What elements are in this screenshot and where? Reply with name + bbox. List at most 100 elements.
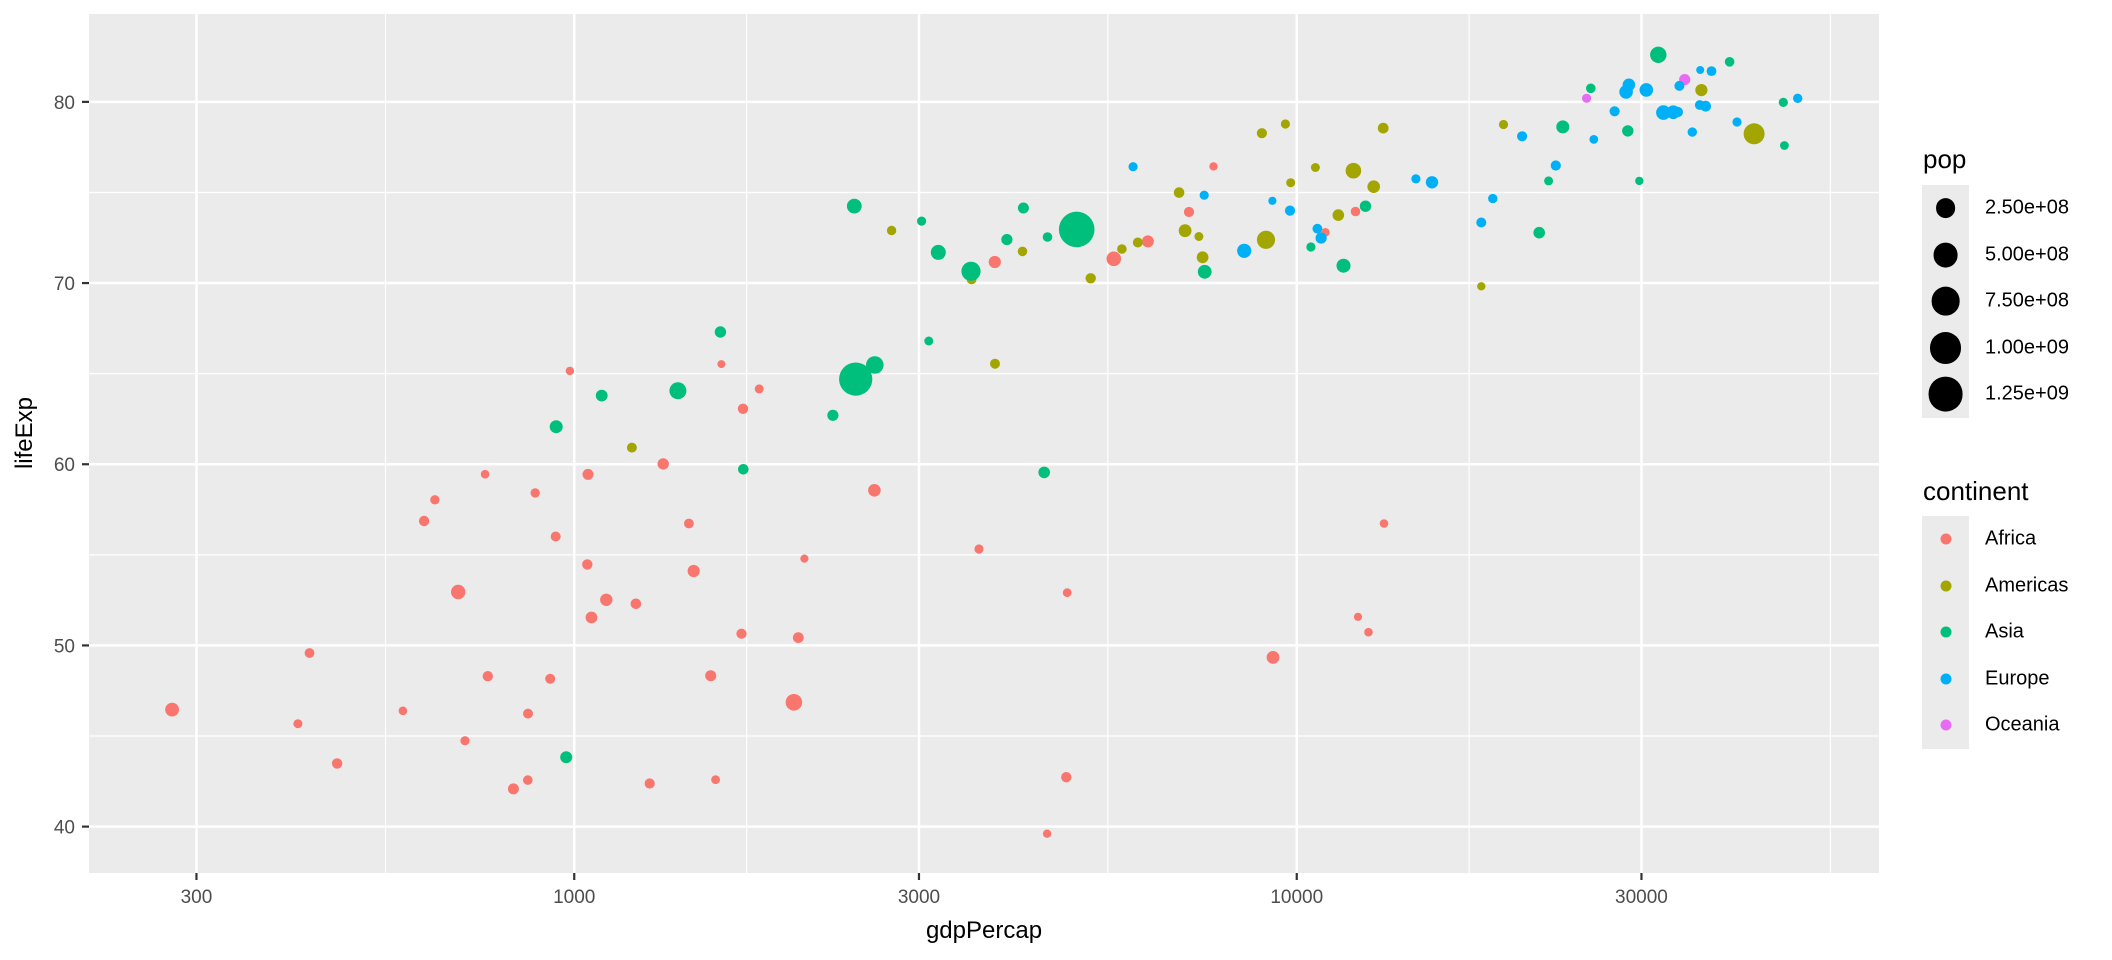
- plot-panel: [89, 14, 1879, 873]
- color-legend-label-americas: Americas: [1985, 574, 2069, 597]
- data-point-morocco: [988, 255, 1001, 269]
- data-point-cameroon: [792, 632, 804, 643]
- data-point-denmark: [1687, 127, 1698, 137]
- color-legend-key-dot-americas: [1940, 580, 1951, 592]
- x-tick-label: 30000: [1615, 887, 1668, 908]
- data-point-romania: [1315, 232, 1327, 244]
- data-point-haiti: [626, 442, 637, 453]
- y-tick-label: 50: [54, 636, 75, 657]
- data-point-iceland: [1696, 66, 1705, 74]
- data-point-madagascar: [582, 468, 594, 480]
- data-point-tanzania: [600, 593, 613, 606]
- data-point-sudan: [868, 484, 881, 497]
- data-point-zimbabwe: [331, 758, 343, 769]
- data-point-vietnam: [846, 198, 862, 214]
- data-point-afghanistan: [560, 751, 573, 764]
- data-point-mali: [582, 559, 593, 570]
- color-legend-key-dot-oceania: [1940, 719, 1951, 731]
- data-point-lesotho: [711, 775, 720, 785]
- size-legend-label: 1.25e+09: [1985, 382, 2069, 405]
- data-point-kuwait: [1780, 141, 1789, 150]
- data-point-niger: [418, 515, 430, 527]
- data-point-ethiopia: [451, 584, 466, 600]
- data-point-nigeria: [785, 694, 803, 711]
- data-point-cuba: [1256, 128, 1267, 139]
- data-point-myanmar: [549, 420, 563, 434]
- data-point-rwanda: [523, 708, 533, 719]
- data-point-west-bank-and-gaza: [917, 216, 927, 226]
- size-legend-key-circle: [1935, 198, 1956, 219]
- size-legend-label: 1.00e+09: [1985, 336, 2069, 359]
- data-point-angola: [1061, 772, 1072, 783]
- data-point-japan: [1650, 46, 1667, 63]
- size-legend-title: pop: [1923, 144, 1967, 174]
- data-point-sierra-leone: [523, 775, 533, 785]
- data-point-zambia: [644, 778, 655, 789]
- data-point-chad: [736, 628, 747, 639]
- data-point-jordan: [1042, 232, 1053, 242]
- data-point-united-states: [1743, 123, 1765, 145]
- data-point-chile: [1377, 122, 1389, 134]
- data-point-mozambique: [507, 783, 519, 795]
- data-point-mexico: [1345, 162, 1362, 179]
- data-point-bulgaria: [1312, 223, 1323, 234]
- data-point-united-kingdom: [1666, 105, 1681, 119]
- data-point-portugal: [1517, 131, 1528, 142]
- data-point-burkina-faso: [630, 598, 642, 610]
- data-point-mongolia: [924, 336, 934, 346]
- data-point-reunion: [1209, 162, 1218, 171]
- data-point-uruguay: [1310, 163, 1320, 172]
- data-point-greece: [1609, 106, 1620, 117]
- data-point-colombia: [1178, 224, 1192, 238]
- data-point-uganda: [585, 611, 598, 624]
- x-tick-label: 3000: [898, 887, 940, 908]
- y-tick-label: 80: [54, 93, 75, 114]
- y-tick-label: 40: [54, 818, 75, 839]
- data-point-slovak-republic: [1488, 193, 1498, 204]
- data-point-dominican-republic: [1132, 237, 1143, 248]
- data-point-syria: [1017, 202, 1029, 214]
- data-point-jamaica: [1194, 232, 1204, 241]
- data-point-korea-rep-: [1556, 120, 1570, 134]
- data-point-somalia: [545, 673, 556, 684]
- data-point-korea-dem-rep-: [714, 326, 727, 338]
- data-point-poland: [1425, 176, 1439, 189]
- x-tick-label: 300: [181, 887, 213, 908]
- data-point-montenegro: [1268, 196, 1277, 205]
- data-point-venezuela: [1332, 209, 1345, 221]
- data-point-argentina: [1367, 180, 1380, 193]
- data-point-germany: [1656, 105, 1671, 120]
- data-point-netherlands: [1700, 100, 1711, 112]
- data-point-gabon: [1379, 519, 1389, 528]
- data-point-iraq: [1038, 466, 1050, 479]
- data-point-algeria: [1141, 235, 1154, 248]
- data-point-bangladesh: [669, 382, 687, 400]
- data-point-slovenia: [1589, 135, 1599, 144]
- data-point-guinea-bissau: [398, 706, 408, 716]
- y-tick-label: 60: [54, 455, 75, 476]
- color-legend-title: continent: [1923, 476, 2029, 506]
- data-point-czech-republic: [1550, 160, 1561, 171]
- data-point-botswana: [1364, 627, 1373, 637]
- size-legend-label: 2.50e+08: [1985, 196, 2069, 219]
- data-point-tunisia: [1183, 206, 1195, 218]
- data-point-namibia: [1062, 588, 1072, 598]
- data-point-new-zealand: [1582, 93, 1592, 103]
- data-point-cote-d-ivoire: [705, 670, 717, 682]
- y-axis-title: lifeExp: [11, 396, 38, 470]
- data-point-puerto-rico: [1498, 119, 1509, 130]
- data-point-albania: [1128, 162, 1138, 172]
- data-point-cambodia: [738, 464, 749, 475]
- data-point-congo-rep-: [974, 544, 984, 554]
- data-point-bolivia: [990, 358, 1000, 369]
- data-point-ecuador: [1173, 187, 1185, 198]
- color-legend-label-europe: Europe: [1985, 667, 2050, 690]
- size-legend-label: 7.50e+08: [1985, 289, 2069, 312]
- data-point-guinea: [550, 531, 561, 542]
- x-tick-label: 10000: [1270, 887, 1323, 908]
- size-legend-key-circle: [1928, 376, 1963, 412]
- data-point-norway: [1793, 93, 1803, 104]
- size-legend-label: 5.00e+08: [1985, 243, 2069, 266]
